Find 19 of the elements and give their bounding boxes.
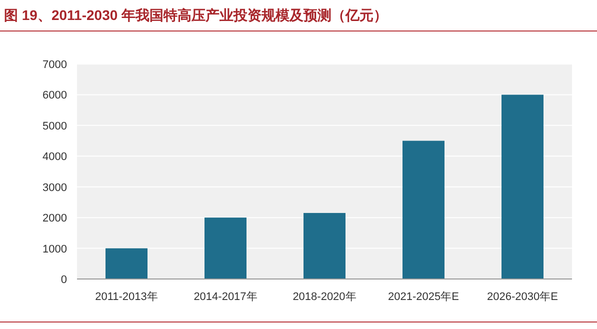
x-tick-label: 2018-2020年	[292, 291, 356, 303]
y-tick-label: 4000	[42, 151, 67, 164]
bar	[402, 140, 444, 279]
y-tick-label: 0	[60, 274, 67, 286]
bar	[106, 248, 148, 279]
chart-title: 图 19、2011-2030 年我国特高压产业投资规模及预测（亿元）	[4, 7, 388, 23]
bar	[304, 212, 346, 279]
x-tick-label: 2021-2025年E	[388, 291, 459, 303]
y-tick-label: 3000	[42, 182, 67, 194]
x-tick-label: 2011-2013年	[95, 291, 158, 303]
y-tick-label: 2000	[42, 212, 67, 225]
x-tick-label: 2026-2030年E	[487, 291, 558, 303]
y-tick-label: 6000	[42, 90, 67, 102]
y-tick-label: 1000	[42, 243, 67, 256]
y-tick-label: 7000	[42, 59, 67, 71]
y-tick-label: 5000	[42, 120, 67, 132]
bar	[502, 94, 544, 279]
bar	[204, 218, 246, 279]
x-tick-label: 2014-2017年	[194, 291, 258, 303]
